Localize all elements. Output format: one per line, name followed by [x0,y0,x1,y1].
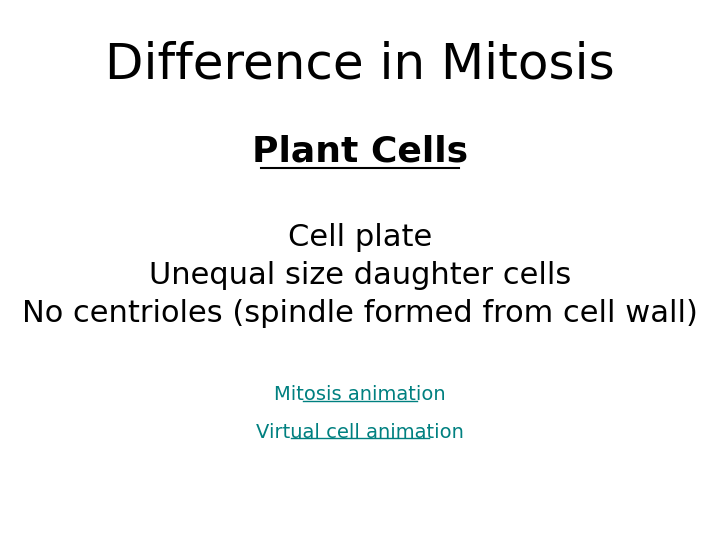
Text: Difference in Mitosis: Difference in Mitosis [105,41,615,89]
Text: Unequal size daughter cells: Unequal size daughter cells [149,261,571,290]
Text: No centrioles (spindle formed from cell wall): No centrioles (spindle formed from cell … [22,299,698,328]
Text: Cell plate: Cell plate [288,223,432,252]
Text: Plant Cells: Plant Cells [252,134,468,168]
Text: Mitosis animation: Mitosis animation [274,384,446,404]
Text: Virtual cell animation: Virtual cell animation [256,422,464,442]
